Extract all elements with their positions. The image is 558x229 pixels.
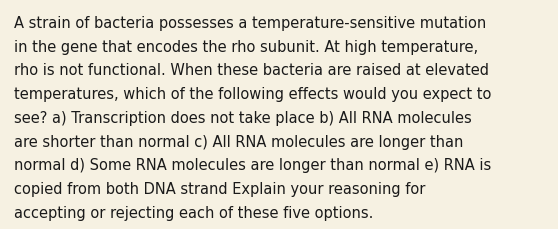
Text: are shorter than normal c) All RNA molecules are longer than: are shorter than normal c) All RNA molec… <box>14 134 463 149</box>
Text: rho is not functional. When these bacteria are raised at elevated: rho is not functional. When these bacter… <box>14 63 489 78</box>
Text: accepting or rejecting each of these five options.: accepting or rejecting each of these fiv… <box>14 205 373 220</box>
Text: temperatures, which of the following effects would you expect to: temperatures, which of the following eff… <box>14 87 492 102</box>
Text: normal d) Some RNA molecules are longer than normal e) RNA is: normal d) Some RNA molecules are longer … <box>14 158 491 172</box>
Text: copied from both DNA strand Explain your reasoning for: copied from both DNA strand Explain your… <box>14 181 425 196</box>
Text: in the gene that encodes the rho subunit. At high temperature,: in the gene that encodes the rho subunit… <box>14 40 478 55</box>
Text: see? a) Transcription does not take place b) All RNA molecules: see? a) Transcription does not take plac… <box>14 110 472 125</box>
Text: A strain of bacteria possesses a temperature-sensitive mutation: A strain of bacteria possesses a tempera… <box>14 16 486 31</box>
